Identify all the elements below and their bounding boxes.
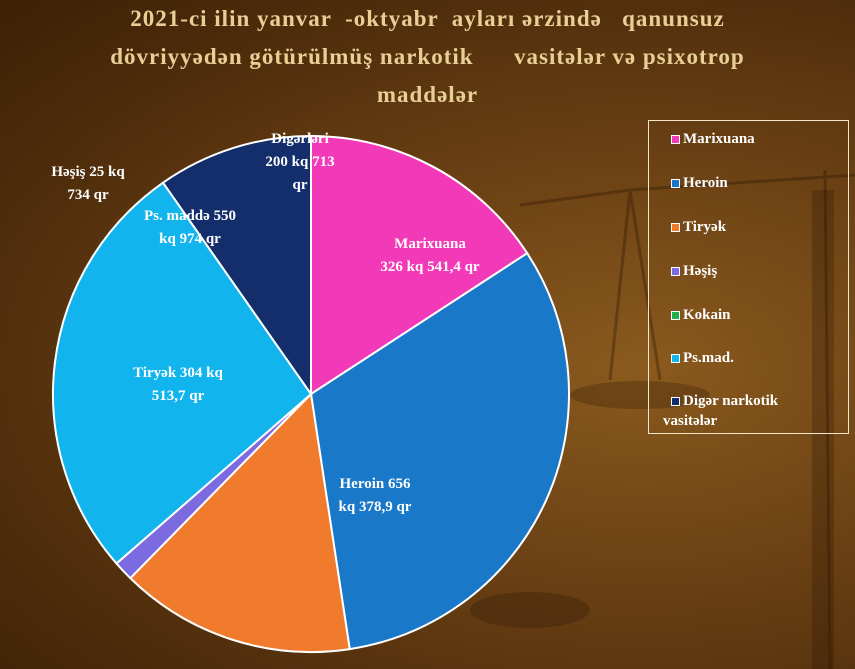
pie-slice-diger: [161, 134, 312, 398]
slice-label-marixuana: Marixuana 326 kq 541,4 qr: [380, 236, 480, 275]
legend-swatch: [671, 397, 680, 406]
legend-label: Həşiş: [683, 263, 718, 279]
legend-item-tiryak: Tiryək: [671, 217, 727, 237]
legend-item-diger: Digər narkotik vasitələr: [663, 391, 779, 431]
legend-item-hesis: Həşiş: [671, 261, 718, 281]
slice-label-ps_mad: Ps. maddə 550 kq 974 qr: [144, 208, 236, 247]
legend-item-kokain: Kokain: [671, 305, 731, 325]
slice-label-line: kq 974 qr: [159, 231, 221, 247]
legend-swatch: [671, 354, 680, 363]
slice-label-hesis: Həşiş 25 kq 734 qr: [51, 164, 125, 203]
legend-item-heroin: Heroin: [671, 173, 728, 193]
title-line-3: maddələr: [376, 82, 479, 107]
slice-label-tiryak: Tiryək 304 kq 513,7 qr: [133, 365, 223, 404]
legend-label: Marixuana: [683, 131, 755, 147]
slice-label-line: kq 378,9 qr: [339, 499, 412, 515]
slice-label-line: 200 kq 713: [265, 154, 334, 170]
slice-label-line: qr: [293, 177, 308, 193]
legend-label: Heroin: [683, 175, 728, 191]
title-line-1: 2021-ci ilin yanvar -oktyabr ayları ərzi…: [130, 6, 725, 31]
slice-label-diger: Digərləri 200 kq 713 qr: [265, 131, 334, 193]
legend-swatch: [671, 179, 680, 188]
pie-slice-tiryak: [128, 391, 351, 653]
slice-label-line: 513,7 qr: [152, 388, 205, 404]
slice-label-line: Tiryək 304 kq: [133, 365, 223, 381]
legend-item-ps_mad: Ps.mad.: [671, 348, 734, 368]
slice-label-line: Həşiş 25 kq: [51, 164, 125, 180]
pie-slice-ps_mad: [52, 181, 313, 565]
legend-swatch: [671, 267, 680, 276]
slice-label-line: 326 kq 541,4 qr: [380, 259, 480, 275]
pie-slice-marixuana: [310, 134, 529, 396]
legend-label: Digər narkotik: [683, 393, 779, 409]
legend-label: vasitələr: [663, 413, 718, 429]
slice-label-line: Heroin 656: [340, 476, 411, 492]
legend: Marixuana Heroin Tiryək Həşiş Kokain Ps.mad. D…: [648, 120, 849, 434]
legend-swatch: [671, 311, 680, 320]
slice-label-line: Ps. maddə 550: [144, 208, 236, 224]
legend-swatch: [671, 135, 680, 144]
legend-item-marixuana: Marixuana: [671, 129, 755, 149]
legend-label: Tiryək: [683, 219, 727, 235]
slice-label-line: Marixuana: [394, 236, 466, 252]
chart-title: 2021-ci ilin yanvar -oktyabr ayları ərzi…: [0, 0, 855, 114]
slice-label-line: Digərləri: [271, 131, 328, 147]
legend-swatch: [671, 223, 680, 232]
title-line-2: dövriyyədən götürülmüş narkotik vasitələ…: [110, 44, 745, 69]
pie-slice-heroin: [309, 251, 570, 651]
legend-label: Ps.mad.: [683, 350, 734, 366]
slice-label-heroin: Heroin 656 kq 378,9 qr: [339, 476, 412, 515]
legend-label: Kokain: [683, 307, 731, 323]
slice-label-line: 734 qr: [67, 187, 109, 203]
